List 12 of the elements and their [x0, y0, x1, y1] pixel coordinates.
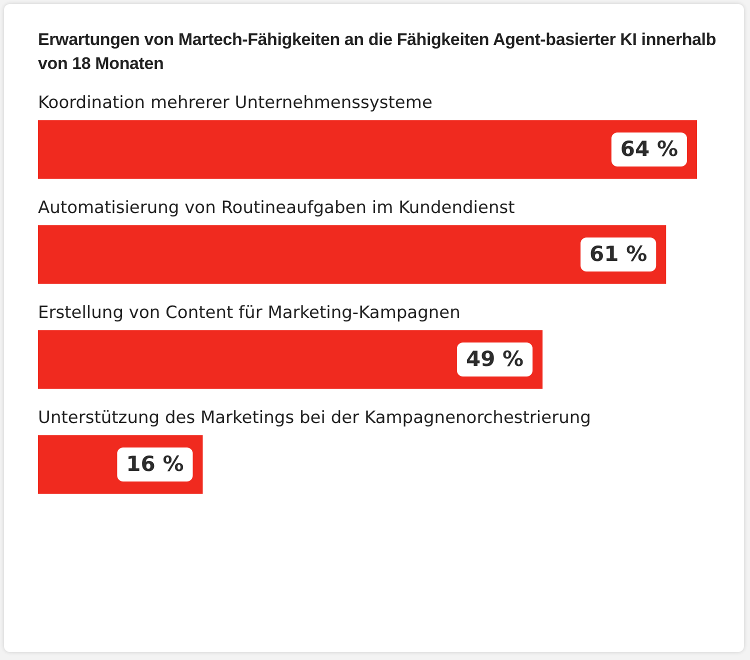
y-tick-label: Koordination mehrerer Unternehmenssysteme: [38, 93, 432, 114]
y-tick-label: Erstellung von Content für Marketing-Kampagnen: [38, 303, 460, 324]
data-label: 16 %: [126, 452, 184, 476]
bar: [38, 225, 666, 284]
data-label: 61 %: [590, 242, 648, 266]
bar: [38, 330, 543, 389]
bar: [38, 120, 697, 179]
y-tick-label: Unterstützung des Marketings bei der Kampagnenorchestrierung: [38, 408, 591, 428]
chart-title: Erwartungen von Martech-Fähigkeiten an die Fähigkeiten Agent-basierter KI innerhalb von 18 Monaten: [38, 29, 718, 75]
y-tick-label: Automatisierung von Routineaufgaben im Kundendienst: [38, 198, 516, 218]
data-label: 64 %: [620, 136, 678, 161]
data-label: 49 %: [466, 346, 524, 371]
